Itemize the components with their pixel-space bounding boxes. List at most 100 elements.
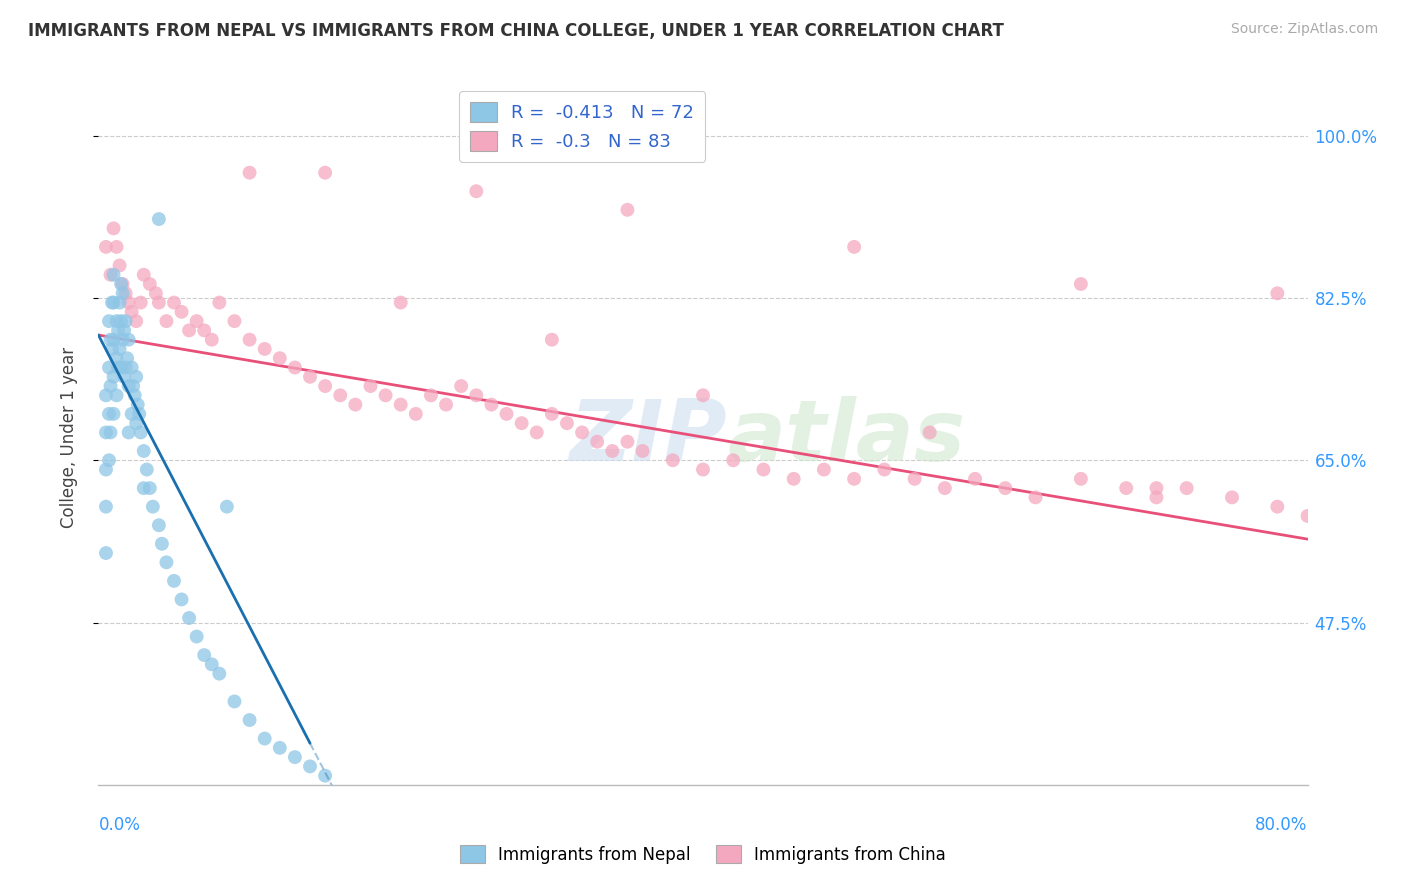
Text: 0.0%: 0.0% <box>98 816 141 834</box>
Point <box>873 462 896 476</box>
Point <box>1144 491 1167 505</box>
Point <box>299 759 322 773</box>
Point <box>118 379 141 393</box>
Point <box>114 286 136 301</box>
Legend: Immigrants from Nepal, Immigrants from China: Immigrants from Nepal, Immigrants from C… <box>453 838 953 871</box>
Point <box>135 462 157 476</box>
Point <box>163 295 186 310</box>
Point <box>208 295 231 310</box>
Point <box>132 444 155 458</box>
Point <box>253 731 276 746</box>
Point <box>495 407 517 421</box>
Point <box>103 268 125 282</box>
Legend: R =  -0.413   N = 72, R =  -0.3   N = 83: R = -0.413 N = 72, R = -0.3 N = 83 <box>458 91 706 161</box>
Point <box>616 202 638 217</box>
Point <box>170 305 193 319</box>
Point <box>844 472 866 486</box>
Point <box>129 425 152 440</box>
Point <box>148 295 170 310</box>
Point <box>108 342 131 356</box>
Point <box>148 212 170 227</box>
Point <box>122 379 145 393</box>
Point <box>269 351 291 366</box>
Point <box>121 407 143 421</box>
Point <box>94 462 117 476</box>
Point <box>105 240 128 254</box>
Point <box>94 546 117 560</box>
Point <box>239 713 262 727</box>
Point <box>616 434 638 449</box>
Point <box>965 472 987 486</box>
Point <box>148 518 170 533</box>
Point <box>108 259 131 273</box>
Point <box>813 462 835 476</box>
Point <box>114 314 136 328</box>
Point <box>110 277 132 291</box>
Point <box>586 434 609 449</box>
Point <box>128 407 150 421</box>
Point <box>100 333 122 347</box>
Point <box>224 314 246 328</box>
Point <box>111 286 134 301</box>
Point <box>540 407 562 421</box>
Point <box>526 425 548 440</box>
Point <box>1070 472 1092 486</box>
Point <box>692 388 714 402</box>
Point <box>121 360 143 375</box>
Text: 80.0%: 80.0% <box>1256 816 1308 834</box>
Point <box>121 305 143 319</box>
Point <box>125 314 148 328</box>
Point <box>150 537 173 551</box>
Point <box>208 666 231 681</box>
Point <box>201 657 224 672</box>
Point <box>124 388 146 402</box>
Point <box>94 500 117 514</box>
Point <box>101 295 124 310</box>
Point <box>107 323 129 337</box>
Point <box>465 184 488 198</box>
Point <box>1267 500 1289 514</box>
Point <box>118 333 141 347</box>
Point <box>1267 286 1289 301</box>
Point <box>571 425 593 440</box>
Point <box>918 425 941 440</box>
Point <box>170 592 193 607</box>
Point <box>132 481 155 495</box>
Point <box>103 407 125 421</box>
Point <box>108 295 131 310</box>
Point <box>329 388 352 402</box>
Point <box>299 369 322 384</box>
Point <box>631 444 654 458</box>
Point <box>360 379 382 393</box>
Point <box>481 398 503 412</box>
Point <box>139 481 162 495</box>
Point <box>125 416 148 430</box>
Point <box>450 379 472 393</box>
Point <box>844 240 866 254</box>
Point <box>1144 481 1167 495</box>
Point <box>1070 277 1092 291</box>
Point <box>239 333 262 347</box>
Point <box>555 416 578 430</box>
Point <box>344 398 367 412</box>
Point <box>98 314 121 328</box>
Text: IMMIGRANTS FROM NEPAL VS IMMIGRANTS FROM CHINA COLLEGE, UNDER 1 YEAR CORRELATION: IMMIGRANTS FROM NEPAL VS IMMIGRANTS FROM… <box>28 22 1004 40</box>
Point <box>692 462 714 476</box>
Point <box>179 323 201 337</box>
Point <box>129 295 152 310</box>
Point <box>103 221 125 235</box>
Point <box>105 314 128 328</box>
Point <box>94 388 117 402</box>
Text: atlas: atlas <box>727 395 966 479</box>
Point <box>118 295 141 310</box>
Point <box>142 500 165 514</box>
Point <box>186 630 208 644</box>
Point <box>100 379 122 393</box>
Text: ZIP: ZIP <box>569 395 727 479</box>
Point <box>111 277 134 291</box>
Point <box>94 425 117 440</box>
Point <box>389 398 412 412</box>
Point <box>155 314 177 328</box>
Point <box>269 740 291 755</box>
Point <box>201 333 224 347</box>
